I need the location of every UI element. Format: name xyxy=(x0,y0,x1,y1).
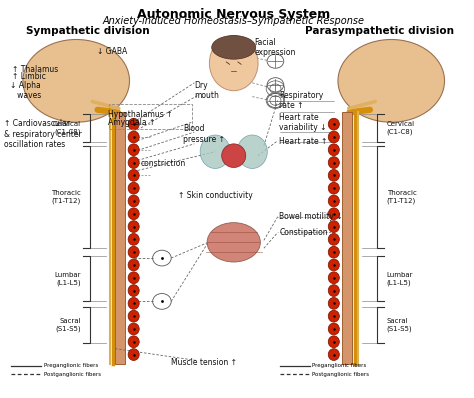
Ellipse shape xyxy=(200,135,230,168)
Ellipse shape xyxy=(128,349,139,361)
Bar xyxy=(342,112,352,365)
Text: Facial
expression: Facial expression xyxy=(255,38,296,57)
Ellipse shape xyxy=(328,220,339,232)
Ellipse shape xyxy=(128,259,139,271)
Text: ↓ Alpha
   waves: ↓ Alpha waves xyxy=(10,81,42,100)
Text: Thoracic
(T1-T12): Thoracic (T1-T12) xyxy=(51,190,81,204)
Ellipse shape xyxy=(212,35,256,59)
Text: Constipation: Constipation xyxy=(279,228,328,237)
Text: Postganglionic fibers: Postganglionic fibers xyxy=(312,372,370,377)
Ellipse shape xyxy=(128,297,139,309)
Ellipse shape xyxy=(128,336,139,348)
Text: Parasympathetic division: Parasympathetic division xyxy=(305,26,454,36)
Text: Heart rate ↑: Heart rate ↑ xyxy=(279,137,328,146)
Ellipse shape xyxy=(328,323,339,335)
Ellipse shape xyxy=(328,336,339,348)
Text: ↑ Skin conductivity: ↑ Skin conductivity xyxy=(178,191,253,199)
Text: Thoracic
(T1-T12): Thoracic (T1-T12) xyxy=(387,190,417,204)
Ellipse shape xyxy=(328,208,339,220)
Text: Anxiety-induced Homeostasis–Sympathetic Response: Anxiety-induced Homeostasis–Sympathetic … xyxy=(103,16,365,26)
Text: Hypothalamus ↑: Hypothalamus ↑ xyxy=(108,110,172,119)
Text: Blood
pressure ↑: Blood pressure ↑ xyxy=(183,124,225,144)
Text: Dry
mouth: Dry mouth xyxy=(194,81,219,100)
Ellipse shape xyxy=(128,220,139,232)
Ellipse shape xyxy=(210,35,258,91)
Text: ↓ GABA: ↓ GABA xyxy=(97,47,128,56)
Ellipse shape xyxy=(128,310,139,322)
Ellipse shape xyxy=(128,285,139,297)
Text: ↑ Limbic: ↑ Limbic xyxy=(12,72,46,82)
Ellipse shape xyxy=(128,131,139,143)
Ellipse shape xyxy=(222,144,246,168)
Text: ↑ Cardiovascular
& respiratory center
oscillation rates: ↑ Cardiovascular & respiratory center os… xyxy=(4,119,82,149)
Ellipse shape xyxy=(237,135,267,168)
Ellipse shape xyxy=(23,39,129,122)
Text: constriction: constriction xyxy=(141,159,186,168)
Ellipse shape xyxy=(128,246,139,258)
Ellipse shape xyxy=(328,131,339,143)
Text: Preganglionic fibers: Preganglionic fibers xyxy=(44,363,98,368)
Ellipse shape xyxy=(207,222,260,262)
Ellipse shape xyxy=(328,195,339,207)
Text: Preganglionic fibers: Preganglionic fibers xyxy=(312,363,367,368)
Ellipse shape xyxy=(328,310,339,322)
Ellipse shape xyxy=(328,182,339,194)
Ellipse shape xyxy=(128,157,139,168)
Ellipse shape xyxy=(128,182,139,194)
Ellipse shape xyxy=(328,272,339,284)
Ellipse shape xyxy=(328,297,339,309)
Ellipse shape xyxy=(328,144,339,156)
Ellipse shape xyxy=(128,208,139,220)
Text: Sacral
(S1-S5): Sacral (S1-S5) xyxy=(387,318,412,332)
Text: Muscle tension ↑: Muscle tension ↑ xyxy=(171,358,237,367)
Ellipse shape xyxy=(328,118,339,130)
Ellipse shape xyxy=(328,157,339,168)
Ellipse shape xyxy=(338,39,445,122)
Ellipse shape xyxy=(128,323,139,335)
Text: Lumbar
(L1-L5): Lumbar (L1-L5) xyxy=(387,272,413,285)
Text: Cervical
(C1-C8): Cervical (C1-C8) xyxy=(387,121,415,135)
Ellipse shape xyxy=(128,195,139,207)
Ellipse shape xyxy=(328,259,339,271)
Text: ↑ Thalamus: ↑ Thalamus xyxy=(12,64,58,74)
Text: Autonomic Nervous System: Autonomic Nervous System xyxy=(137,8,330,21)
Text: Sacral
(S1-S5): Sacral (S1-S5) xyxy=(55,318,81,332)
Text: Respiratory
rate ↑: Respiratory rate ↑ xyxy=(279,91,323,110)
Ellipse shape xyxy=(328,349,339,361)
Ellipse shape xyxy=(128,144,139,156)
Text: Lumbar
(L1-L5): Lumbar (L1-L5) xyxy=(55,272,81,285)
Ellipse shape xyxy=(328,246,339,258)
Text: Postganglionic fibers: Postganglionic fibers xyxy=(44,372,101,377)
Text: Cervical
(C1-C8): Cervical (C1-C8) xyxy=(53,121,81,135)
Ellipse shape xyxy=(328,170,339,181)
Text: Heart rate
variability ↓: Heart rate variability ↓ xyxy=(279,113,327,132)
Ellipse shape xyxy=(328,285,339,297)
Ellipse shape xyxy=(128,170,139,181)
Ellipse shape xyxy=(128,118,139,130)
Bar xyxy=(115,112,125,365)
Text: Bowel motility ↓: Bowel motility ↓ xyxy=(279,212,343,221)
Ellipse shape xyxy=(328,234,339,245)
Ellipse shape xyxy=(128,272,139,284)
Ellipse shape xyxy=(128,234,139,245)
Text: Sympathetic division: Sympathetic division xyxy=(26,26,150,36)
Text: Amygdala ↑: Amygdala ↑ xyxy=(108,118,155,127)
